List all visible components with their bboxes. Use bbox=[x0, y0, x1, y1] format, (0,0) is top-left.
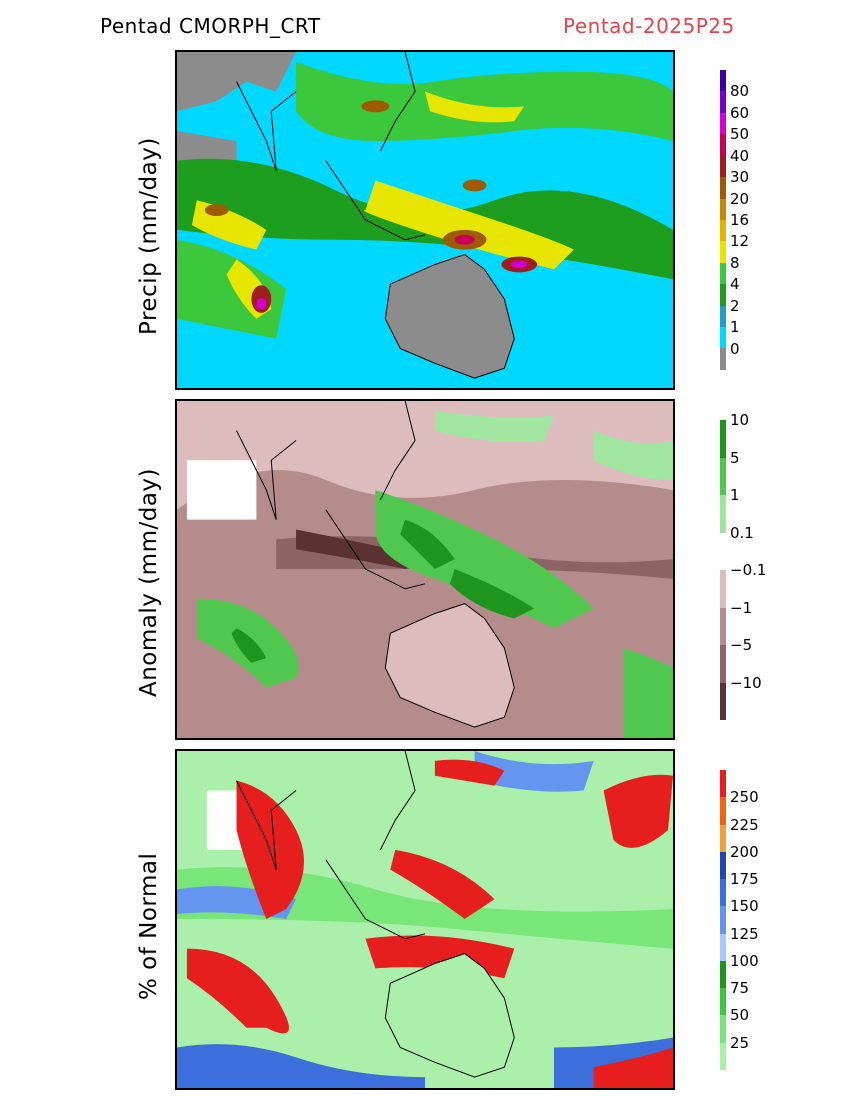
colorbar-label: 10 bbox=[730, 411, 750, 429]
colorbar-label: 125 bbox=[730, 924, 759, 943]
colorbar-swatch bbox=[720, 262, 726, 285]
anomaly-colorbar-labels: −10 −5 −1 −0.1 0.1 1 5 10 bbox=[730, 411, 810, 720]
colorbar-label: 12 bbox=[730, 232, 750, 251]
colorbar-label: 1 bbox=[730, 318, 740, 337]
colorbar-label: 50 bbox=[730, 1006, 750, 1025]
colorbar-swatch bbox=[720, 851, 726, 880]
anomaly-colorbar bbox=[720, 420, 726, 720]
colorbar-label: 40 bbox=[730, 146, 750, 165]
colorbar-swatch bbox=[720, 1042, 726, 1070]
colorbar-label: 175 bbox=[730, 870, 759, 889]
percent-ylabel: % of Normal bbox=[136, 852, 162, 1000]
colorbar-label: 2 bbox=[730, 296, 740, 315]
colorbar-label: 250 bbox=[730, 788, 759, 807]
colorbar-swatch bbox=[720, 570, 726, 608]
colorbar-label: 5 bbox=[730, 448, 740, 467]
colorbar-label: 0.1 bbox=[730, 523, 754, 542]
colorbar-label: 0 bbox=[730, 339, 740, 358]
colorbar-swatch bbox=[720, 645, 726, 683]
colorbar-label: 225 bbox=[730, 815, 759, 834]
colorbar-label: 50 bbox=[730, 125, 750, 144]
anomaly-map bbox=[175, 399, 675, 740]
precip-map bbox=[175, 50, 675, 390]
colorbar-label: 60 bbox=[730, 103, 750, 122]
colorbar-swatch bbox=[720, 906, 726, 934]
colorbar-swatch bbox=[720, 879, 726, 907]
colorbar-swatch bbox=[720, 305, 726, 328]
colorbar-swatch bbox=[720, 532, 726, 570]
colorbar-label: 30 bbox=[730, 168, 750, 187]
colorbar-swatch bbox=[720, 933, 726, 961]
colorbar-swatch bbox=[720, 682, 726, 720]
colorbar-swatch bbox=[720, 770, 726, 798]
precip-colorbar bbox=[720, 70, 726, 370]
colorbar-swatch bbox=[720, 988, 726, 1016]
anomaly-ylabel: Anomaly (mm/day) bbox=[136, 467, 162, 697]
colorbar-swatch bbox=[720, 960, 726, 989]
colorbar-swatch bbox=[720, 91, 726, 113]
colorbar-swatch bbox=[720, 177, 726, 199]
product-title: Pentad CMORPH_CRT bbox=[100, 14, 321, 38]
colorbar-swatch bbox=[720, 607, 726, 645]
percent-map bbox=[175, 749, 675, 1090]
colorbar-swatch bbox=[720, 284, 726, 306]
colorbar-label: 100 bbox=[730, 951, 759, 970]
colorbar-swatch bbox=[720, 824, 726, 852]
colorbar-swatch bbox=[720, 241, 726, 263]
colorbar-label: 16 bbox=[730, 211, 750, 229]
percent-colorbar-labels: 25 50 75 100 125 150 175 200 225 250 bbox=[730, 770, 810, 1070]
colorbar-swatch bbox=[720, 155, 726, 178]
colorbar-swatch bbox=[720, 457, 726, 495]
colorbar-label: 150 bbox=[730, 897, 759, 916]
colorbar-label: −1 bbox=[730, 598, 753, 617]
colorbar-swatch bbox=[720, 420, 726, 458]
precip-ylabel: Precip (mm/day) bbox=[136, 137, 162, 335]
colorbar-label: 8 bbox=[730, 253, 740, 272]
colorbar-label: 75 bbox=[730, 979, 750, 998]
colorbar-label: 200 bbox=[730, 842, 759, 861]
colorbar-label: −10 bbox=[730, 673, 762, 692]
colorbar-label: 25 bbox=[730, 1033, 750, 1052]
colorbar-label: 4 bbox=[730, 275, 740, 294]
colorbar-label: 80 bbox=[730, 82, 750, 101]
colorbar-label: −5 bbox=[730, 636, 753, 654]
colorbar-swatch bbox=[720, 70, 726, 92]
colorbar-swatch bbox=[720, 327, 726, 349]
colorbar-swatch bbox=[720, 112, 726, 135]
colorbar-swatch bbox=[720, 134, 726, 156]
precip-colorbar-labels: 0 1 2 4 8 12 16 20 30 40 50 60 80 bbox=[730, 70, 810, 370]
colorbar-swatch bbox=[720, 348, 726, 370]
colorbar-label: 1 bbox=[730, 486, 740, 504]
colorbar-swatch bbox=[720, 219, 726, 242]
colorbar-label: 20 bbox=[730, 189, 750, 208]
pentad-id: Pentad-2025P25 bbox=[563, 14, 735, 38]
colorbar-swatch bbox=[720, 198, 726, 220]
colorbar-swatch bbox=[720, 797, 726, 825]
colorbar-swatch bbox=[720, 495, 726, 533]
percent-colorbar bbox=[720, 770, 726, 1070]
colorbar-swatch bbox=[720, 1015, 726, 1043]
colorbar-label: −0.1 bbox=[730, 561, 767, 579]
